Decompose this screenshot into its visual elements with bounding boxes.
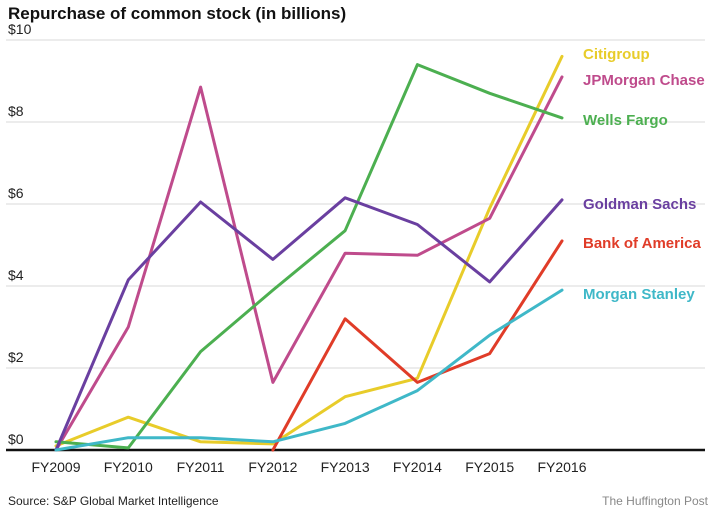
x-tick-label: FY2015: [465, 459, 514, 475]
x-tick-label: FY2013: [321, 459, 370, 475]
series-label-wells-fargo: Wells Fargo: [583, 112, 668, 129]
x-tick-label: FY2010: [104, 459, 153, 475]
series-line-citigroup: [54, 54, 564, 448]
x-tick-label: FY2012: [248, 459, 297, 475]
series-label-morgan-stanley: Morgan Stanley: [583, 286, 695, 303]
series-label-bank-of-america: Bank of America: [583, 235, 701, 252]
x-tick-label: FY2011: [177, 459, 225, 475]
series-line-bank-of-america: [271, 239, 564, 452]
x-tick-label: FY2009: [31, 459, 80, 475]
x-tick-label: FY2016: [537, 459, 586, 475]
series-line-wells-fargo: [54, 63, 564, 450]
x-tick-label: FY2014: [393, 459, 442, 475]
y-tick-label: $4: [8, 267, 24, 283]
y-tick-label: $2: [8, 349, 24, 365]
y-tick-label: $6: [8, 185, 24, 201]
series-label-citigroup: Citigroup: [583, 46, 650, 63]
series-label-goldman-sachs: Goldman Sachs: [583, 196, 696, 213]
series-line-jpmorgan-chase: [54, 75, 564, 452]
chart-title: Repurchase of common stock (in billions): [8, 4, 347, 23]
y-tick-label: $10: [8, 21, 32, 37]
credit-note: The Huffington Post: [602, 494, 708, 508]
series-line-goldman-sachs: [54, 196, 564, 452]
series-line-morgan-stanley: [54, 288, 564, 452]
y-tick-label: $8: [8, 103, 24, 119]
source-note: Source: S&P Global Market Intelligence: [8, 494, 219, 508]
series-label-jpmorgan-chase: JPMorgan Chase: [583, 72, 705, 89]
y-tick-label: $0: [8, 431, 24, 447]
